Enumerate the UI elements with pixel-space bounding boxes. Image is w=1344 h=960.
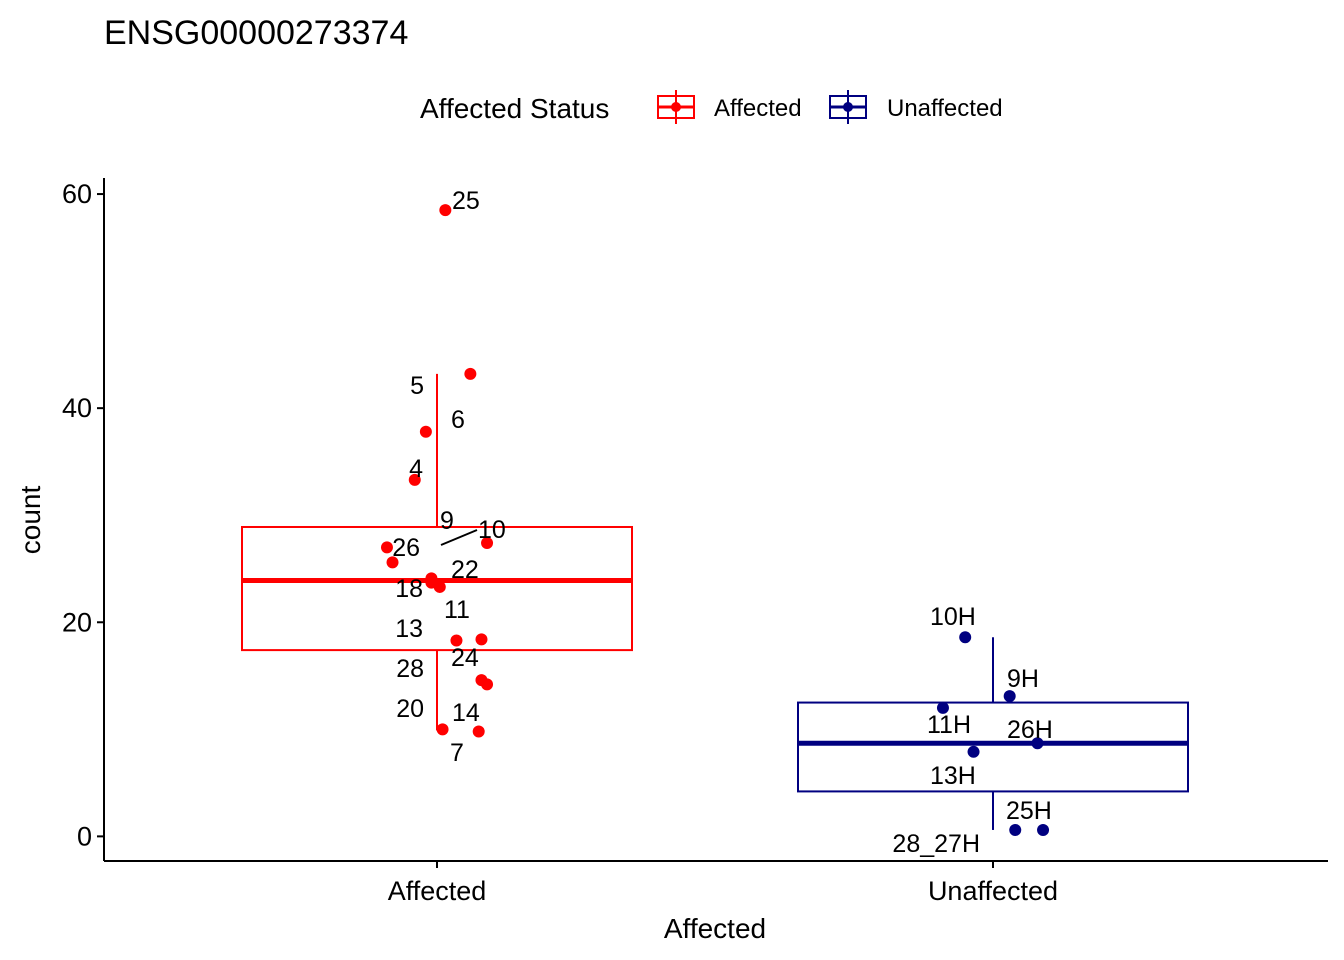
point-label: 7 [450, 739, 464, 767]
legend-key-affected [657, 90, 695, 124]
legend-key-unaffected [829, 90, 867, 124]
point-layer [380, 204, 1050, 836]
legend: Affected Status Affected Unaffected [420, 90, 1003, 124]
y-tick-label: 40 [62, 393, 92, 423]
legend-title: Affected Status [420, 93, 609, 124]
data-point [464, 367, 477, 380]
x-tick-label: Unaffected [928, 876, 1058, 906]
data-point [472, 725, 485, 738]
data-point [433, 580, 446, 593]
data-point [1003, 690, 1016, 703]
point-label: 11H [927, 711, 971, 739]
chart-title: ENSG00000273374 [104, 14, 408, 52]
data-point [386, 556, 399, 569]
box-layer [241, 373, 1189, 830]
point-label: 9H [1007, 665, 1039, 693]
data-point [380, 541, 393, 554]
x-axis-title: Affected [664, 913, 766, 944]
y-tick-label: 20 [62, 607, 92, 637]
box-iqr [241, 525, 633, 652]
point-label: 18 [395, 575, 423, 603]
point-label: 13H [930, 762, 976, 790]
point-label: 24 [451, 644, 479, 672]
data-point [1037, 823, 1050, 836]
y-axis-title: count [15, 486, 46, 555]
y-tick-label: 0 [77, 821, 92, 851]
point-label: 25 [452, 187, 480, 215]
point-label: 20 [396, 695, 424, 723]
point-label: 11 [444, 596, 470, 624]
point-label: 26 [392, 534, 420, 562]
data-point [959, 631, 972, 644]
point-label: 28 [396, 655, 424, 683]
data-point [1009, 823, 1022, 836]
data-point [436, 723, 449, 736]
point-label: 14 [452, 699, 480, 727]
data-point [481, 678, 494, 691]
data-point [439, 204, 452, 217]
x-tick-label: Affected [388, 876, 487, 906]
box-iqr [797, 701, 1189, 793]
y-axis: 0 20 40 60 [62, 178, 105, 861]
data-point [1031, 737, 1044, 750]
data-point [408, 473, 421, 486]
data-point [475, 633, 488, 646]
label-connector [440, 529, 478, 546]
point-label: 10 [478, 516, 506, 544]
point-label: 28_27H [892, 830, 980, 858]
y-tick-label: 60 [62, 179, 92, 209]
x-axis: Affected Unaffected [104, 860, 1328, 906]
point-label: 22 [451, 556, 479, 584]
point-label: 10H [930, 603, 976, 631]
point-label: 9 [440, 507, 454, 535]
data-point [967, 745, 980, 758]
point-label: 26H [1007, 716, 1053, 744]
point-label: 25H [1006, 797, 1052, 825]
legend-label-affected: Affected [714, 95, 802, 122]
data-point [936, 701, 949, 714]
point-label: 13 [395, 615, 423, 643]
data-point [450, 634, 463, 647]
data-point [481, 537, 494, 550]
legend-label-unaffected: Unaffected [887, 95, 1003, 122]
data-point [419, 425, 432, 438]
point-label: 5 [410, 372, 424, 400]
point-label: 6 [451, 406, 465, 434]
point-label: 4 [409, 455, 423, 483]
